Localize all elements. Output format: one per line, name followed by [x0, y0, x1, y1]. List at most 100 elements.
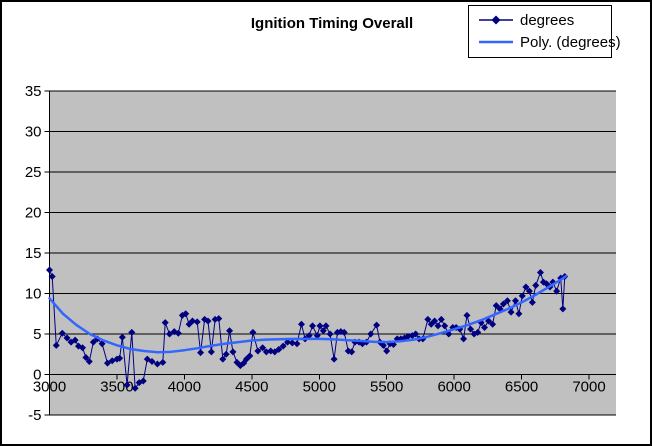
- data-point-marker: [139, 377, 147, 385]
- data-point-marker: [404, 332, 412, 340]
- data-point-marker: [316, 322, 324, 330]
- data-point-marker: [467, 325, 475, 333]
- y-tick-label: 5: [33, 326, 41, 343]
- data-point-marker: [503, 297, 511, 305]
- data-point-marker: [219, 355, 227, 363]
- data-point-marker: [437, 315, 445, 323]
- x-tick-label: 4500: [235, 379, 268, 396]
- y-tick-label: -5: [28, 407, 41, 424]
- data-point-marker: [489, 320, 497, 328]
- chart-title[interactable]: Ignition Timing Overall: [250, 15, 414, 32]
- data-point-marker: [215, 315, 223, 323]
- series-line-sample: [479, 15, 513, 25]
- data-point-marker: [309, 322, 317, 330]
- data-point-marker: [463, 311, 471, 319]
- data-point-marker: [85, 358, 93, 366]
- x-tick-label: 5000: [303, 379, 336, 396]
- data-point-marker: [204, 317, 212, 325]
- x-tick-label: 3000: [33, 379, 66, 396]
- data-point-marker: [116, 354, 124, 362]
- y-tick-label: 0: [33, 367, 41, 384]
- data-point-marker: [148, 358, 156, 366]
- data-point-marker: [63, 334, 71, 342]
- y-tick-label: 20: [25, 205, 42, 222]
- data-point-marker: [58, 329, 66, 337]
- x-tick-label: 3500: [100, 379, 133, 396]
- data-point-marker: [553, 287, 561, 295]
- x-tick-label: 5500: [370, 379, 403, 396]
- data-point-marker: [249, 328, 257, 336]
- data-point-marker: [512, 297, 520, 305]
- data-point-marker: [499, 300, 507, 308]
- data-point-marker: [474, 328, 482, 336]
- data-point-marker: [515, 310, 523, 318]
- data-point-marker: [161, 319, 169, 327]
- data-point-marker: [207, 348, 215, 356]
- data-point-marker: [246, 352, 254, 360]
- y-tick-label: 35: [25, 83, 42, 100]
- data-point-marker: [367, 330, 375, 338]
- y-tick-label: 25: [25, 164, 42, 181]
- data-point-marker: [82, 353, 90, 361]
- data-point-marker: [98, 340, 106, 348]
- data-point-marker: [322, 322, 330, 330]
- data-point-marker: [431, 317, 439, 325]
- data-point-marker: [89, 338, 97, 346]
- data-point-marker: [222, 350, 230, 358]
- legend-item-poly[interactable]: Poly. (degrees): [478, 31, 621, 53]
- data-point-marker: [373, 321, 381, 329]
- legend[interactable]: degrees Poly. (degrees): [468, 5, 621, 58]
- data-point-marker: [174, 329, 182, 337]
- data-point-marker: [71, 336, 79, 344]
- data-point-marker: [485, 317, 493, 325]
- x-tick-label: 6500: [505, 379, 538, 396]
- data-point-marker: [313, 332, 321, 340]
- data-point-marker: [293, 340, 301, 348]
- x-tick-label: 4000: [168, 379, 201, 396]
- y-tick-label: 10: [25, 286, 42, 303]
- data-point-marker: [525, 287, 533, 295]
- data-point-marker: [330, 355, 338, 363]
- data-point-marker: [434, 322, 442, 330]
- data-point-marker: [379, 341, 387, 349]
- data-point-marker: [507, 308, 515, 316]
- data-point-marker: [259, 344, 267, 352]
- data-point-marker: [279, 342, 287, 350]
- diamond-marker-icon: [491, 15, 501, 25]
- data-point-marker: [383, 347, 391, 355]
- data-point-marker: [262, 348, 270, 356]
- data-point-marker: [532, 281, 540, 289]
- trendline[interactable]: [48, 274, 568, 354]
- data-point-marker: [319, 327, 327, 335]
- x-tick-label: 7000: [572, 379, 605, 396]
- data-point-marker: [197, 349, 205, 357]
- data-point-marker: [305, 332, 313, 340]
- legend-label-degrees: degrees: [520, 11, 575, 29]
- y-tick-label: 15: [25, 245, 42, 262]
- data-point-marker: [559, 305, 567, 313]
- data-point-marker: [229, 348, 237, 356]
- data-point-marker: [46, 266, 53, 274]
- data-point-marker: [297, 320, 305, 328]
- data-point-marker: [182, 310, 190, 318]
- data-point-marker: [528, 298, 536, 306]
- data-point-marker: [143, 355, 151, 363]
- data-point-marker: [522, 283, 530, 291]
- data-point-marker: [326, 330, 334, 338]
- data-point-marker: [118, 333, 126, 341]
- data-point-marker: [188, 317, 196, 325]
- data-point-marker: [412, 330, 420, 338]
- y-tick-label: 30: [25, 124, 42, 141]
- data-point-marker: [284, 338, 292, 346]
- data-point-marker: [340, 328, 348, 336]
- legend-item-degrees[interactable]: degrees: [478, 9, 611, 31]
- data-point-marker: [79, 344, 87, 352]
- data-point-marker: [424, 315, 432, 323]
- data-point-marker: [536, 268, 544, 276]
- data-point-marker: [166, 330, 174, 338]
- data-point-marker: [193, 318, 201, 326]
- data-point-marker: [123, 381, 131, 389]
- data-point-marker: [348, 348, 356, 356]
